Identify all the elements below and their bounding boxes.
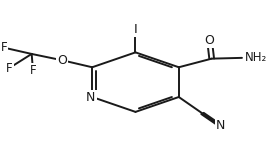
- Text: O: O: [205, 34, 215, 47]
- Text: O: O: [57, 54, 67, 67]
- Text: F: F: [6, 61, 13, 75]
- Text: NH₂: NH₂: [245, 51, 267, 64]
- Text: F: F: [1, 41, 7, 54]
- Text: N: N: [86, 91, 95, 104]
- Text: N: N: [216, 119, 225, 133]
- Text: F: F: [30, 64, 36, 77]
- Text: I: I: [134, 23, 137, 36]
